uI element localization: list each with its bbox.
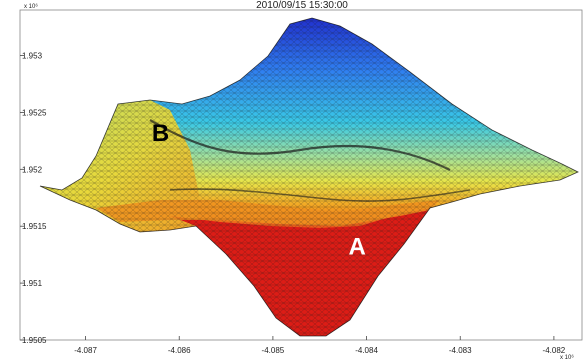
y-tick-label-2: 1.952 [22, 165, 43, 174]
x-tick-label-4: -4.083 [449, 346, 472, 355]
x-axis-ticks: -4.087 -4.086 -4.085 -4.084 -4.083 -4.082 [74, 336, 566, 355]
y-tick-label-1: 1.9525 [22, 108, 47, 117]
surface-outline [39, 17, 579, 337]
annotations: BA [152, 120, 366, 261]
y-tick-label-3: 1.9515 [22, 222, 47, 231]
annotation-b: B [152, 120, 169, 147]
x-tick-label-3: -4.084 [355, 346, 378, 355]
x-tick-label-1: -4.086 [168, 346, 191, 355]
x-multiplier-label: x 10⁶ [560, 354, 574, 361]
x-tick-label-0: -4.087 [74, 346, 97, 355]
y-tick-label-4: 1.951 [22, 279, 43, 288]
annotation-a: A [349, 234, 366, 261]
x-tick-label-2: -4.085 [262, 346, 285, 355]
y-tick-label-5: 1.9505 [22, 336, 47, 345]
y-tick-label-0: 1.953 [22, 52, 43, 61]
y-multiplier-label: x 10⁶ [24, 3, 38, 10]
chart-title: 2010/09/15 15:30:00 [256, 0, 348, 11]
x-tick-label-5: -4.082 [543, 346, 566, 355]
y-axis-ticks: 1.953 1.9525 1.952 1.9515 1.951 1.9505 [20, 52, 47, 345]
